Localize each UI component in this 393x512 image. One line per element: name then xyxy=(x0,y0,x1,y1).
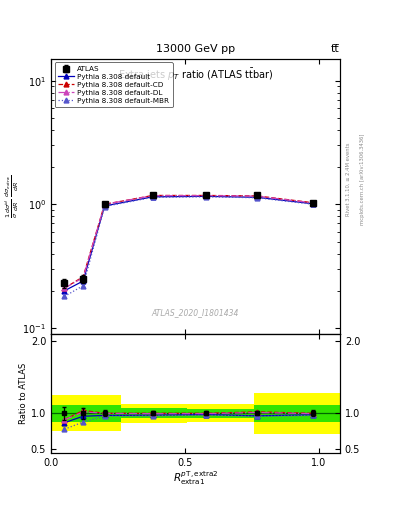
Line: Pythia 8.308 default-DL: Pythia 8.308 default-DL xyxy=(62,193,316,291)
Pythia 8.308 default-MBR xyxy=(81,283,86,289)
Pythia 8.308 default-DL xyxy=(204,193,209,199)
Pythia 8.308 default-DL xyxy=(151,193,155,199)
Pythia 8.308 default-MBR xyxy=(255,195,259,201)
Text: 13000 GeV pp: 13000 GeV pp xyxy=(156,44,235,54)
Legend: ATLAS, Pythia 8.308 default, Pythia 8.308 default-CD, Pythia 8.308 default-DL, P: ATLAS, Pythia 8.308 default, Pythia 8.30… xyxy=(55,62,173,107)
Pythia 8.308 default-CD xyxy=(311,200,316,206)
Pythia 8.308 default xyxy=(102,203,107,209)
X-axis label: $R_{\rm extra1}^{p{\rm T,extra2}}$: $R_{\rm extra1}^{p{\rm T,extra2}}$ xyxy=(173,470,219,487)
Pythia 8.308 default-DL xyxy=(255,193,259,199)
Y-axis label: $\frac{1}{\sigma}\frac{d\sigma^{id}}{dR}\ \frac{d\sigma_{extra}}{dR}$: $\frac{1}{\sigma}\frac{d\sigma^{id}}{dR}… xyxy=(3,175,21,218)
Pythia 8.308 default-CD xyxy=(62,285,67,291)
Pythia 8.308 default-DL xyxy=(62,285,67,291)
Pythia 8.308 default xyxy=(204,194,209,200)
Text: mcplots.cern.ch [arXiv:1306.3436]: mcplots.cern.ch [arXiv:1306.3436] xyxy=(360,134,365,225)
Pythia 8.308 default-MBR xyxy=(204,194,209,200)
Y-axis label: Ratio to ATLAS: Ratio to ATLAS xyxy=(19,363,28,424)
Pythia 8.308 default-CD xyxy=(102,201,107,207)
Text: ATLAS_2020_I1801434: ATLAS_2020_I1801434 xyxy=(152,308,239,317)
Line: Pythia 8.308 default-CD: Pythia 8.308 default-CD xyxy=(62,193,316,291)
Pythia 8.308 default-MBR xyxy=(102,203,107,209)
Pythia 8.308 default xyxy=(151,194,155,200)
Pythia 8.308 default xyxy=(81,278,86,284)
Pythia 8.308 default xyxy=(311,201,316,207)
Pythia 8.308 default-CD xyxy=(255,193,259,199)
Pythia 8.308 default-MBR xyxy=(151,194,155,200)
Pythia 8.308 default xyxy=(62,288,67,294)
Pythia 8.308 default-DL xyxy=(81,274,86,281)
Pythia 8.308 default xyxy=(255,194,259,200)
Pythia 8.308 default-CD xyxy=(204,193,209,199)
Text: Extra jets $p_T$ ratio (ATLAS t$\bar{\rm t}$bar): Extra jets $p_T$ ratio (ATLAS t$\bar{\rm… xyxy=(118,67,273,83)
Line: Pythia 8.308 default: Pythia 8.308 default xyxy=(62,194,316,293)
Pythia 8.308 default-MBR xyxy=(311,201,316,207)
Pythia 8.308 default-CD xyxy=(81,273,86,280)
Text: tt̅: tt̅ xyxy=(331,44,340,54)
Text: Rivet 3.1.10, ≥ 2.4M events: Rivet 3.1.10, ≥ 2.4M events xyxy=(346,142,351,216)
Pythia 8.308 default-MBR xyxy=(62,293,67,300)
Pythia 8.308 default-DL xyxy=(311,200,316,206)
Pythia 8.308 default-CD xyxy=(151,193,155,199)
Line: Pythia 8.308 default-MBR: Pythia 8.308 default-MBR xyxy=(62,195,316,299)
Pythia 8.308 default-DL xyxy=(102,201,107,207)
